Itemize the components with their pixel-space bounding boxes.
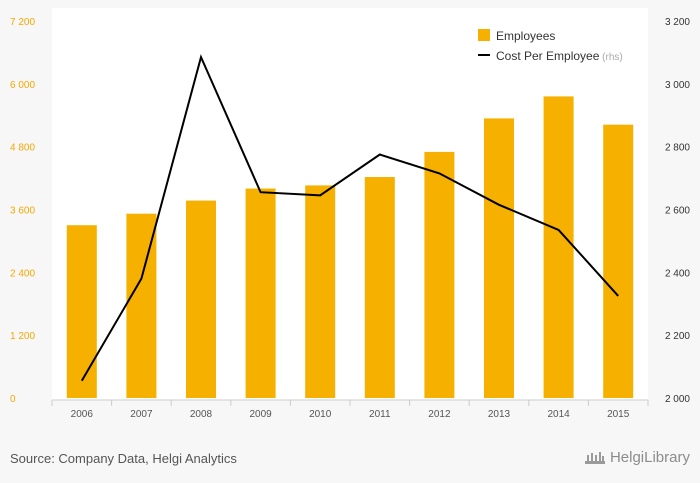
left-tick-label: 1 200 bbox=[10, 331, 35, 342]
x-tick-label: 2008 bbox=[190, 409, 213, 420]
bar-employees-2012[interactable] bbox=[424, 151, 455, 398]
right-tick-label: 2 200 bbox=[665, 331, 690, 342]
x-tick-label: 2015 bbox=[607, 409, 630, 420]
x-tick-label: 2013 bbox=[488, 409, 511, 420]
legend-rhs-note: (rhs) bbox=[599, 52, 622, 63]
left-tick-label: 7 200 bbox=[10, 17, 35, 28]
right-tick-label: 2 400 bbox=[665, 268, 690, 279]
right-tick-label: 2 000 bbox=[665, 394, 690, 405]
right-tick-label: 2 800 bbox=[665, 143, 690, 154]
left-tick-label: 0 bbox=[10, 394, 16, 405]
right-tick-label: 3 200 bbox=[665, 17, 690, 28]
left-tick-label: 3 600 bbox=[10, 206, 35, 217]
line-cost-per-employee[interactable] bbox=[80, 54, 619, 382]
left-tick-label: 4 800 bbox=[10, 143, 35, 154]
x-tick-label: 2007 bbox=[130, 409, 153, 420]
bar-employees-2015[interactable] bbox=[603, 124, 634, 399]
right-tick-label: 3 000 bbox=[665, 80, 690, 91]
bar-employees-2011[interactable] bbox=[364, 177, 395, 398]
left-tick-label: 2 400 bbox=[10, 268, 35, 279]
x-tick-label: 2010 bbox=[309, 409, 332, 420]
source-note: Source: Company Data, Helgi Analytics bbox=[10, 451, 237, 466]
bar-employees-2009[interactable] bbox=[245, 188, 276, 398]
x-tick-label: 2011 bbox=[369, 409, 391, 420]
bar-employees-2010[interactable] bbox=[305, 185, 336, 398]
left-tick-label: 6 000 bbox=[10, 80, 35, 91]
legend-label-cost-per-employee: Cost Per Employee (rhs) bbox=[496, 49, 623, 63]
x-tick-label: 2012 bbox=[428, 409, 451, 420]
helgi-library-logo[interactable]: HelgiLibrary bbox=[584, 449, 690, 466]
library-building-icon bbox=[584, 451, 605, 464]
bar-employees-2014[interactable] bbox=[543, 96, 574, 399]
bar-employees-2008[interactable] bbox=[186, 200, 216, 398]
legend-series-name: Cost Per Employee bbox=[496, 49, 600, 63]
legend-label-employees: Employees bbox=[496, 29, 555, 43]
bar-employees-2013[interactable] bbox=[484, 118, 514, 399]
x-tick-label: 2009 bbox=[249, 409, 272, 420]
x-tick-label: 2014 bbox=[547, 409, 570, 420]
x-tick-label: 2006 bbox=[71, 409, 94, 420]
legend-swatch-employees bbox=[478, 29, 490, 41]
bar-employees-2006[interactable] bbox=[66, 225, 97, 398]
right-tick-label: 2 600 bbox=[665, 206, 690, 217]
logo-text: HelgiLibrary bbox=[609, 449, 690, 466]
